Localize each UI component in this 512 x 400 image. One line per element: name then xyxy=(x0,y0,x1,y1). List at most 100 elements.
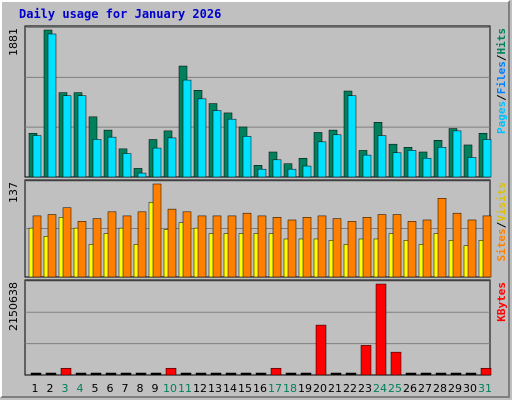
kbytes-bar-day-20 xyxy=(315,324,327,376)
sites-bar-day-16 xyxy=(257,215,267,278)
files-bar-day-5 xyxy=(92,139,102,178)
kbytes-bar-day-27 xyxy=(420,372,432,376)
kbytes-bar-day-11 xyxy=(180,372,192,376)
day-label-9: 9 xyxy=(152,382,159,395)
legend-hits-files-pages-pages: Pages xyxy=(495,101,508,134)
legend-hits-files-pages-files: Files xyxy=(495,61,508,94)
kbytes-bar-day-24 xyxy=(375,283,387,376)
day-label-2: 2 xyxy=(47,382,54,395)
chart-title: Daily usage for January 2026 xyxy=(19,7,222,21)
legend-kbytes-kbytes: KBytes xyxy=(495,282,508,322)
kbytes-bar-day-15 xyxy=(240,372,252,376)
day-label-11: 11 xyxy=(178,382,192,395)
sites-bar-day-29 xyxy=(452,212,462,278)
sites-bar-day-15 xyxy=(242,212,252,278)
files-bar-day-25 xyxy=(392,152,402,178)
sites-bar-day-8 xyxy=(137,211,147,278)
sites-bar-day-21 xyxy=(332,218,342,278)
sites-bar-day-6 xyxy=(107,211,117,278)
day-label-31: 31 xyxy=(478,382,492,395)
kbytes-bar-day-10 xyxy=(165,367,177,376)
kbytes-bar-day-13 xyxy=(210,372,222,376)
files-bar-day-18 xyxy=(287,168,297,178)
sites-bar-day-9 xyxy=(152,183,162,278)
kbytes-bar-day-30 xyxy=(465,372,477,376)
day-label-1: 1 xyxy=(32,382,39,395)
files-bar-day-11 xyxy=(182,79,192,178)
kbytes-bar-day-5 xyxy=(90,372,102,376)
day-label-13: 13 xyxy=(208,382,222,395)
day-label-22: 22 xyxy=(343,382,357,395)
kbytes-bar-day-1 xyxy=(30,372,42,376)
day-label-10: 10 xyxy=(163,382,177,395)
sites-bar-day-22 xyxy=(347,221,357,278)
files-bar-day-13 xyxy=(212,110,222,178)
kbytes-bar-day-9 xyxy=(150,372,162,376)
files-bar-day-21 xyxy=(332,134,342,178)
day-label-18: 18 xyxy=(283,382,297,395)
sites-bar-day-31 xyxy=(482,215,492,278)
panel-2-scale-label: 137 xyxy=(7,182,20,203)
files-bar-day-22 xyxy=(347,95,357,178)
legend-hits-files-pages: Pages/Files/Hits xyxy=(495,28,508,134)
files-bar-day-4 xyxy=(77,95,87,178)
files-bar-day-19 xyxy=(302,165,312,178)
kbytes-bar-day-29 xyxy=(450,372,462,376)
day-label-7: 7 xyxy=(122,382,129,395)
files-bar-day-3 xyxy=(62,95,72,178)
kbytes-bar-day-16 xyxy=(255,372,267,376)
sites-bar-day-11 xyxy=(182,211,192,278)
sites-bar-day-14 xyxy=(227,215,237,278)
day-label-20: 20 xyxy=(313,382,327,395)
kbytes-bar-day-17 xyxy=(270,367,282,376)
files-bar-day-30 xyxy=(467,157,477,178)
kbytes-bar-day-7 xyxy=(120,372,132,376)
kbytes-bar-day-6 xyxy=(105,372,117,376)
legend-visits-sites-separator: / xyxy=(495,221,508,228)
kbytes-bar-day-31 xyxy=(480,367,492,376)
day-label-26: 26 xyxy=(403,382,417,395)
sites-bar-day-5 xyxy=(92,218,102,278)
kbytes-bar-day-18 xyxy=(285,372,297,376)
files-bar-day-6 xyxy=(107,136,117,178)
day-label-8: 8 xyxy=(137,382,144,395)
kbytes-bar-day-2 xyxy=(45,372,57,376)
sites-bar-day-28 xyxy=(437,198,447,278)
legend-kbytes: KBytes xyxy=(495,282,508,322)
day-label-15: 15 xyxy=(238,382,252,395)
kbytes-bar-day-19 xyxy=(300,372,312,376)
kbytes-bar-day-22 xyxy=(345,372,357,376)
day-label-28: 28 xyxy=(433,382,447,395)
files-bar-day-20 xyxy=(317,141,327,178)
legend-hits-files-pages-hits: Hits xyxy=(495,28,508,55)
legend-visits-sites-visits: Visits xyxy=(495,182,508,222)
day-label-30: 30 xyxy=(463,382,477,395)
sites-bar-day-26 xyxy=(407,221,417,278)
files-bar-day-8 xyxy=(137,172,147,178)
files-bar-day-2 xyxy=(47,33,57,178)
panel-3-scale-label: 2150638 xyxy=(7,282,20,331)
files-bar-day-1 xyxy=(32,135,42,178)
day-label-12: 12 xyxy=(193,382,207,395)
sites-bar-day-4 xyxy=(77,221,87,278)
files-bar-day-10 xyxy=(167,137,177,178)
files-bar-day-7 xyxy=(122,153,132,178)
sites-bar-day-20 xyxy=(317,215,327,278)
kbytes-bar-day-26 xyxy=(405,372,417,376)
day-label-3: 3 xyxy=(62,382,69,395)
sites-bar-day-19 xyxy=(302,217,312,278)
sites-bar-day-12 xyxy=(197,215,207,278)
day-label-21: 21 xyxy=(328,382,342,395)
sites-bar-day-17 xyxy=(272,217,282,278)
sites-bar-day-7 xyxy=(122,215,132,278)
sites-bar-day-23 xyxy=(362,217,372,278)
files-bar-day-28 xyxy=(437,147,447,178)
files-bar-day-31 xyxy=(482,139,492,178)
sites-bar-day-18 xyxy=(287,219,297,278)
files-bar-day-26 xyxy=(407,150,417,178)
day-label-19: 19 xyxy=(298,382,312,395)
panel-3-background xyxy=(24,279,491,376)
day-label-5: 5 xyxy=(92,382,99,395)
